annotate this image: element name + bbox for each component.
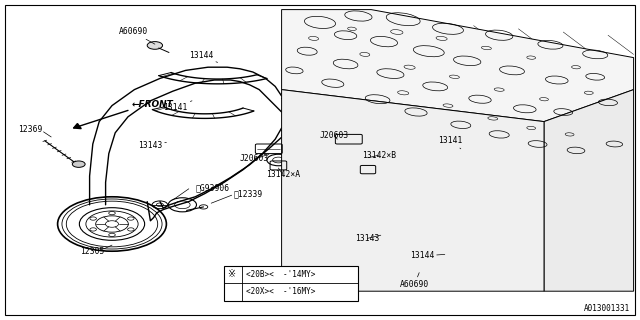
Text: A60690: A60690 — [118, 28, 155, 44]
Text: 13144: 13144 — [410, 252, 445, 260]
Text: 13143: 13143 — [138, 141, 166, 150]
Text: ※12339: ※12339 — [234, 189, 263, 198]
Text: A60690: A60690 — [400, 273, 429, 289]
Text: 13142×B: 13142×B — [362, 151, 396, 160]
Text: ※G93906: ※G93906 — [195, 183, 229, 192]
Text: 13141: 13141 — [163, 101, 192, 112]
Polygon shape — [282, 90, 544, 291]
Text: <20X><  -'16MY>: <20X>< -'16MY> — [246, 287, 315, 297]
Text: 13144: 13144 — [189, 52, 218, 62]
Text: 13142×A: 13142×A — [266, 168, 300, 179]
Bar — [224, 266, 358, 301]
Text: 12305: 12305 — [80, 247, 104, 256]
Text: 13141: 13141 — [438, 136, 463, 149]
Circle shape — [412, 267, 427, 274]
Circle shape — [147, 42, 163, 49]
Text: ※: ※ — [227, 269, 236, 279]
Text: <20B><  -'14MY>: <20B>< -'14MY> — [246, 270, 315, 279]
Text: J20603: J20603 — [240, 154, 269, 163]
Text: ←FRONT: ←FRONT — [131, 100, 173, 109]
Polygon shape — [544, 90, 634, 291]
Circle shape — [72, 161, 85, 167]
Text: 12369: 12369 — [18, 125, 42, 134]
Text: J20603: J20603 — [320, 132, 349, 140]
Polygon shape — [282, 10, 634, 122]
Text: A013001331: A013001331 — [584, 304, 630, 313]
Polygon shape — [74, 124, 81, 129]
Text: 13143: 13143 — [355, 234, 381, 243]
